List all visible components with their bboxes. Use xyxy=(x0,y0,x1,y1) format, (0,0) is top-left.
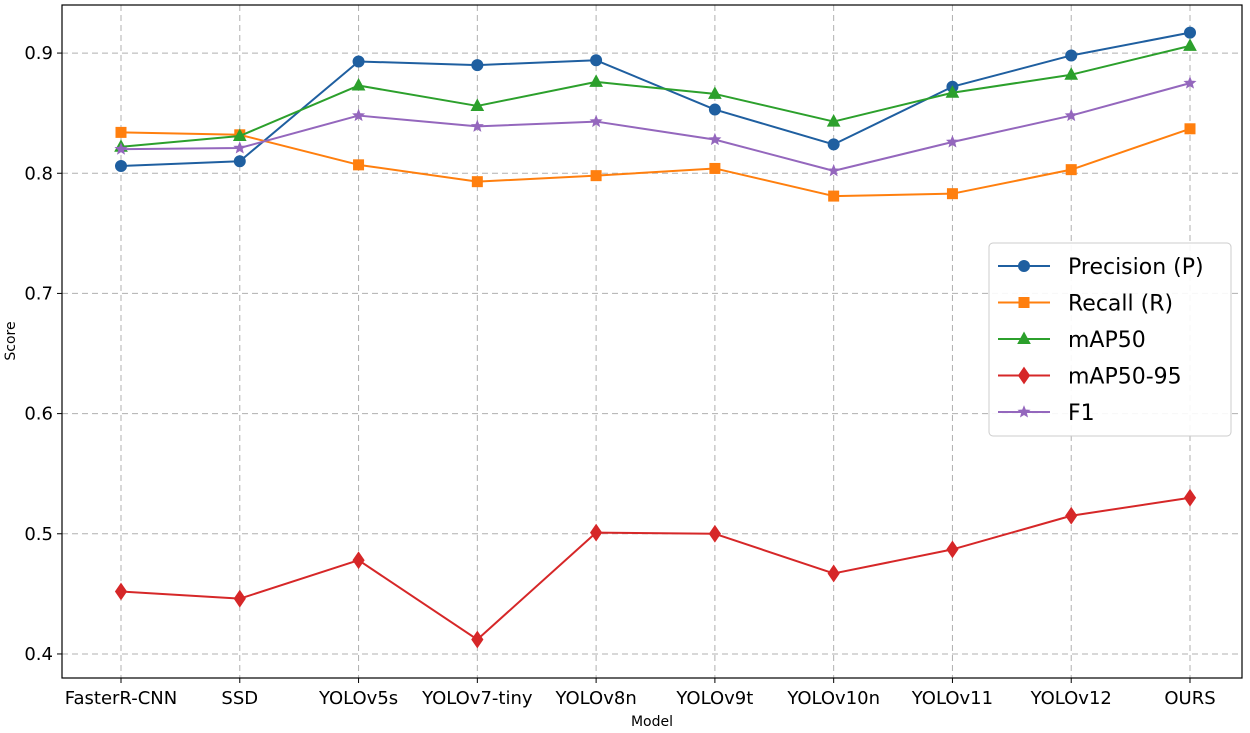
series-map50 xyxy=(114,38,1197,152)
data-point-recall-r xyxy=(590,170,602,182)
data-point-precision-p xyxy=(708,103,721,116)
y-tick-label: 0.8 xyxy=(24,163,53,184)
legend-label: F1 xyxy=(1068,401,1095,426)
x-tick-label: SSD xyxy=(221,688,258,709)
x-tick-label: YOLOv5s xyxy=(318,688,398,709)
legend-label: Recall (R) xyxy=(1068,292,1173,317)
data-point-recall-r xyxy=(709,162,721,174)
data-point-precision-p xyxy=(233,155,246,168)
x-tick-label: YOLOv11 xyxy=(911,688,993,709)
data-point-map50 xyxy=(708,86,722,99)
legend-marker xyxy=(1018,260,1030,272)
x-tick-label: OURS xyxy=(1164,688,1215,709)
data-point-map50 xyxy=(589,74,603,87)
data-point-precision-p xyxy=(1184,26,1196,39)
series-line-recall-r xyxy=(120,127,1191,198)
x-axis-title: Model xyxy=(631,714,673,730)
data-point-recall-r xyxy=(471,176,483,188)
series-line-map50-95 xyxy=(120,496,1191,641)
series-map50-95 xyxy=(114,488,1197,649)
data-point-recall-r xyxy=(828,190,840,202)
x-tick-label: FasterR-CNN xyxy=(65,688,177,709)
x-axis-ticks: FasterR-CNN SSD YOLOv5s YOLOv7-tiny YOLOv8n Y… xyxy=(65,678,1216,709)
data-point-map50-95 xyxy=(827,564,840,583)
x-tick-label: YOLOv10n xyxy=(786,688,880,709)
data-point-map50-95 xyxy=(471,630,484,649)
data-point-map50-95 xyxy=(352,551,365,570)
data-point-map50-95 xyxy=(1183,488,1197,507)
y-tick-label: 0.4 xyxy=(24,644,53,665)
data-point-map50-95 xyxy=(708,524,721,543)
y-axis-title: Score xyxy=(3,321,19,360)
data-point-map50-95 xyxy=(1065,506,1078,525)
y-tick-label: 0.7 xyxy=(24,283,53,304)
data-point-map50 xyxy=(1183,38,1197,51)
data-point-f1 xyxy=(233,141,247,154)
legend-entry-f1: F1 xyxy=(998,401,1095,426)
data-point-recall-r xyxy=(115,126,127,138)
data-point-map50-95 xyxy=(114,582,128,601)
series-f1 xyxy=(114,76,1197,177)
data-point-f1 xyxy=(589,114,603,128)
legend-entry-map50-95: mAP50-95 xyxy=(998,365,1182,390)
data-point-map50 xyxy=(826,114,841,127)
data-point-precision-p xyxy=(1065,49,1078,62)
data-point-f1 xyxy=(1183,76,1197,89)
legend-label: mAP50-95 xyxy=(1068,365,1182,390)
data-point-map50-95 xyxy=(946,540,959,559)
legend-marker xyxy=(1017,366,1031,385)
data-point-precision-p xyxy=(827,138,840,151)
legend-marker xyxy=(1018,297,1030,308)
data-point-f1 xyxy=(708,132,722,146)
data-point-map50-95 xyxy=(233,589,246,608)
legend: Precision (P) Recall (R) mAP50 mAP50-95 F1 xyxy=(988,242,1232,437)
x-tick-label: YOLOv7-tiny xyxy=(421,688,533,709)
x-tick-label: YOLOv8n xyxy=(554,688,636,709)
data-point-map50-95 xyxy=(590,523,603,542)
series-line-map50 xyxy=(120,44,1191,148)
data-point-f1 xyxy=(114,142,128,155)
data-point-f1 xyxy=(470,119,484,132)
legend-entry-map50: mAP50 xyxy=(998,328,1146,353)
legend-label: Precision (P) xyxy=(1068,255,1204,280)
plot-area-frame xyxy=(61,4,1243,679)
series-layer xyxy=(114,26,1197,649)
x-tick-label: YOLOv12 xyxy=(1030,688,1112,709)
data-point-precision-p xyxy=(590,54,603,67)
series-line-f1 xyxy=(120,82,1191,172)
data-point-f1 xyxy=(1064,108,1078,122)
legend-entry-recall-r: Recall (R) xyxy=(998,292,1173,317)
data-point-recall-r xyxy=(946,188,958,200)
legend-marker xyxy=(1017,331,1031,344)
data-point-recall-r xyxy=(1184,123,1196,135)
data-point-f1 xyxy=(945,135,959,148)
data-point-precision-p xyxy=(352,55,365,68)
x-tick-label: YOLOv9t xyxy=(675,688,753,709)
data-point-f1 xyxy=(352,108,366,122)
legend-entry-precision-p: Precision (P) xyxy=(998,255,1204,280)
data-point-map50 xyxy=(232,128,247,141)
legend-label: mAP50 xyxy=(1068,328,1146,353)
data-point-precision-p xyxy=(471,59,484,72)
y-tick-label: 0.9 xyxy=(24,43,53,64)
y-axis-ticks: 0.4 0.5 0.6 0.7 0.8 0.9 xyxy=(24,43,62,665)
y-tick-label: 0.5 xyxy=(24,524,53,545)
y-tick-label: 0.6 xyxy=(24,404,53,425)
legend-box xyxy=(988,242,1232,437)
data-point-f1 xyxy=(827,163,841,177)
data-point-recall-r xyxy=(1065,164,1077,176)
data-point-map50 xyxy=(1064,67,1079,80)
series-recall-r xyxy=(115,123,1196,202)
data-point-recall-r xyxy=(353,159,365,171)
data-point-map50 xyxy=(351,77,366,91)
data-point-map50 xyxy=(470,98,485,111)
data-point-precision-p xyxy=(115,160,127,173)
series-precision-p xyxy=(115,26,1196,173)
legend-marker xyxy=(1017,405,1031,418)
data-point-map50 xyxy=(945,85,960,98)
